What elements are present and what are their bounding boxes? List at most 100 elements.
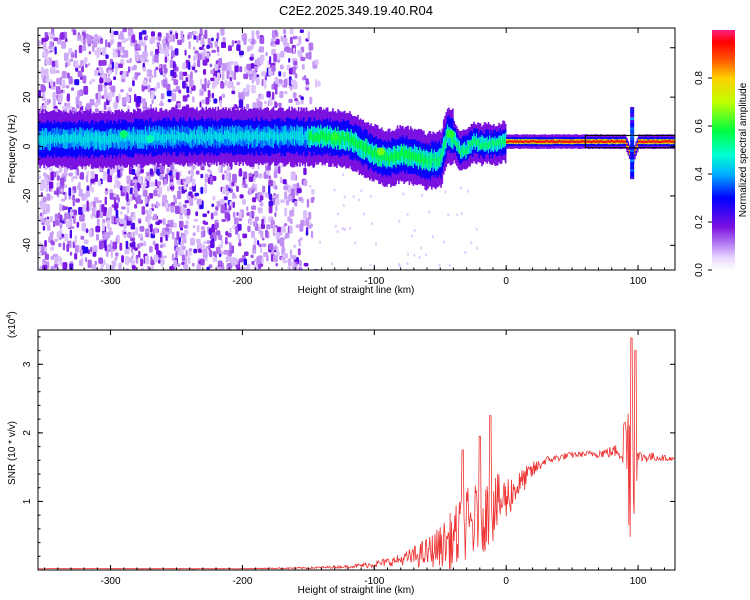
heatmap-cell bbox=[330, 135, 333, 145]
heatmap-cell bbox=[630, 149, 635, 152]
heatmap-cell bbox=[246, 212, 251, 216]
heatmap-cell bbox=[268, 132, 271, 142]
heatmap-cell bbox=[369, 195, 372, 199]
heatmap-cell bbox=[94, 34, 99, 43]
heatmap-cell bbox=[428, 154, 430, 164]
spectrogram-x-axis: -300 -200 -100 0 100 bbox=[44, 28, 665, 287]
heatmap-cell bbox=[177, 102, 181, 109]
heatmap-cell bbox=[157, 193, 161, 198]
figure-title: C2E2.2025.349.19.40.R04 bbox=[279, 3, 433, 18]
heatmap-cell bbox=[569, 140, 572, 143]
heatmap-cell bbox=[431, 158, 433, 168]
heatmap-cell bbox=[218, 164, 222, 174]
heatmap-cell bbox=[292, 81, 298, 90]
heatmap-cell bbox=[416, 154, 419, 164]
heatmap-cell bbox=[196, 264, 201, 270]
heatmap-cell bbox=[303, 134, 305, 144]
heatmap-cell bbox=[191, 262, 195, 267]
heatmap-cell bbox=[81, 45, 87, 52]
heatmap-cell bbox=[112, 241, 118, 250]
heatmap-cell bbox=[110, 240, 113, 246]
heatmap-cell bbox=[350, 134, 353, 144]
heatmap-cell bbox=[122, 28, 127, 33]
heatmap-cell bbox=[172, 34, 175, 42]
heatmap-cell bbox=[474, 137, 477, 145]
heatmap-cell bbox=[82, 136, 85, 146]
heatmap-cell bbox=[171, 253, 175, 261]
heatmap-cell bbox=[136, 195, 141, 204]
heatmap-cell bbox=[204, 173, 209, 179]
heatmap-cell bbox=[165, 223, 170, 228]
heatmap-cell bbox=[180, 132, 183, 142]
heatmap-cell bbox=[288, 98, 293, 103]
x-tick-label: -100 bbox=[364, 576, 384, 587]
heatmap-cell bbox=[68, 196, 72, 200]
heatmap-cell bbox=[192, 131, 194, 140]
heatmap-cell bbox=[412, 151, 415, 160]
heatmap-cell bbox=[144, 180, 147, 188]
heatmap-cell bbox=[278, 79, 283, 84]
heatmap-cell bbox=[127, 28, 133, 37]
heatmap-cell bbox=[431, 235, 434, 239]
heatmap-cell bbox=[140, 133, 143, 142]
heatmap-cell bbox=[298, 36, 302, 45]
heatmap-cell bbox=[298, 196, 303, 202]
heatmap-cell bbox=[221, 187, 227, 195]
heatmap-cell bbox=[142, 189, 148, 197]
heatmap-cell bbox=[566, 140, 569, 143]
heatmap-cell bbox=[458, 140, 461, 155]
heatmap-cell bbox=[69, 240, 72, 249]
heatmap-cell bbox=[278, 71, 282, 77]
x-tick-label: -200 bbox=[232, 576, 252, 587]
heatmap-cell bbox=[80, 213, 85, 222]
heatmap-cell bbox=[94, 260, 98, 265]
heatmap-cell bbox=[540, 140, 543, 143]
heatmap-cell bbox=[206, 240, 211, 245]
heatmap-cell bbox=[172, 61, 176, 68]
heatmap-cell bbox=[115, 237, 118, 243]
heatmap-cell bbox=[322, 132, 325, 142]
heatmap-cell bbox=[113, 102, 118, 110]
heatmap-cell bbox=[49, 232, 54, 240]
heatmap-cell bbox=[561, 140, 564, 143]
heatmap-cell bbox=[79, 172, 85, 180]
heatmap-cell bbox=[369, 263, 372, 267]
heatmap-cell bbox=[282, 259, 288, 264]
heatmap-cell bbox=[93, 137, 95, 146]
heatmap-cell bbox=[500, 140, 503, 147]
heatmap-cell bbox=[128, 87, 133, 92]
heatmap-cell bbox=[207, 210, 210, 214]
heatmap-cell bbox=[128, 217, 132, 222]
heatmap-cell bbox=[168, 133, 171, 142]
heatmap-cell bbox=[520, 140, 523, 143]
heatmap-cell bbox=[458, 147, 461, 155]
heatmap-cell bbox=[43, 178, 48, 183]
heatmap-cell bbox=[99, 77, 104, 84]
heatmap-cell bbox=[298, 242, 302, 247]
heatmap-cell bbox=[130, 237, 136, 242]
heatmap-cell bbox=[105, 231, 111, 239]
heatmap-cell bbox=[146, 135, 155, 144]
heatmap-cell bbox=[354, 138, 357, 148]
heatmap-cell bbox=[149, 246, 153, 253]
heatmap-cell bbox=[74, 79, 80, 86]
heatmap-cell bbox=[512, 140, 515, 143]
heatmap-cell bbox=[132, 136, 135, 146]
heatmap-cell bbox=[219, 99, 222, 107]
heatmap-cell bbox=[402, 192, 405, 196]
heatmap-cell bbox=[142, 51, 146, 58]
heatmap-cell bbox=[152, 240, 156, 246]
heatmap-cell bbox=[243, 132, 246, 142]
heatmap-cell bbox=[70, 53, 75, 58]
spectrogram-plot-frame bbox=[37, 27, 676, 271]
heatmap-cell bbox=[541, 140, 544, 144]
heatmap-cell bbox=[187, 214, 190, 220]
heatmap-cell bbox=[228, 213, 231, 221]
heatmap-cell bbox=[130, 134, 132, 144]
heatmap-cell bbox=[181, 254, 186, 262]
heatmap-cell bbox=[241, 132, 243, 141]
y-tick-label: 20 bbox=[22, 91, 33, 103]
heatmap-cell bbox=[83, 239, 89, 245]
heatmap-cell bbox=[110, 85, 116, 93]
heatmap-cell bbox=[398, 152, 400, 161]
